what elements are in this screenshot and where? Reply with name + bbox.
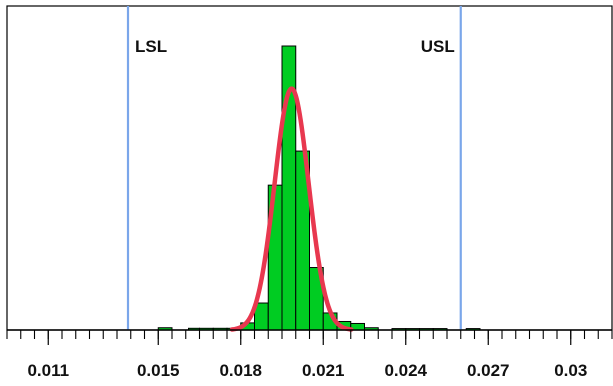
x-tick-label: 0.03 <box>554 361 587 380</box>
lsl-label: LSL <box>135 37 167 56</box>
x-tick-label: 0.018 <box>219 361 262 380</box>
x-tick-label: 0.011 <box>27 361 69 380</box>
normal-fit-curve-group <box>229 86 354 332</box>
x-tick-label: 0.021 <box>302 361 345 380</box>
x-tick-label: 0.027 <box>467 361 510 380</box>
x-tick-label: 0.024 <box>384 361 427 380</box>
normal-fit-curve <box>229 86 354 332</box>
spec-limits: LSL USL <box>126 6 462 330</box>
x-tick-label: 0.015 <box>137 361 180 380</box>
histogram-bars <box>157 45 481 331</box>
x-axis: 0.011 0.015 0.018 0.021 0.024 0.027 0.03 <box>6 329 613 380</box>
usl-label: USL <box>421 37 455 56</box>
